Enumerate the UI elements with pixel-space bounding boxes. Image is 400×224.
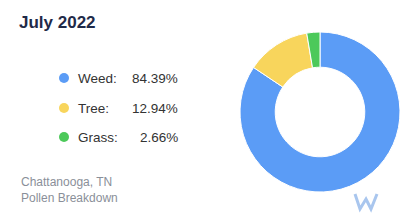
svg-text:Grass:: Grass: bbox=[78, 130, 118, 145]
svg-text:12.94%: 12.94% bbox=[132, 101, 178, 116]
svg-text:Chattanooga, TN: Chattanooga, TN bbox=[21, 175, 112, 189]
svg-text:July 2022: July 2022 bbox=[19, 13, 96, 32]
svg-text:84.39%: 84.39% bbox=[132, 71, 178, 86]
svg-text:Pollen Breakdown: Pollen Breakdown bbox=[21, 191, 118, 205]
svg-text:2.66%: 2.66% bbox=[140, 130, 178, 145]
svg-text:Weed:: Weed: bbox=[78, 71, 117, 86]
svg-text:Tree:: Tree: bbox=[78, 101, 109, 116]
